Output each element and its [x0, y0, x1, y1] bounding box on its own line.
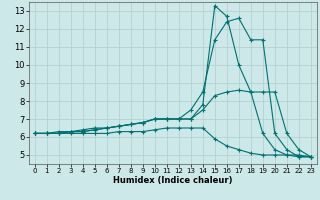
X-axis label: Humidex (Indice chaleur): Humidex (Indice chaleur) — [113, 176, 233, 185]
